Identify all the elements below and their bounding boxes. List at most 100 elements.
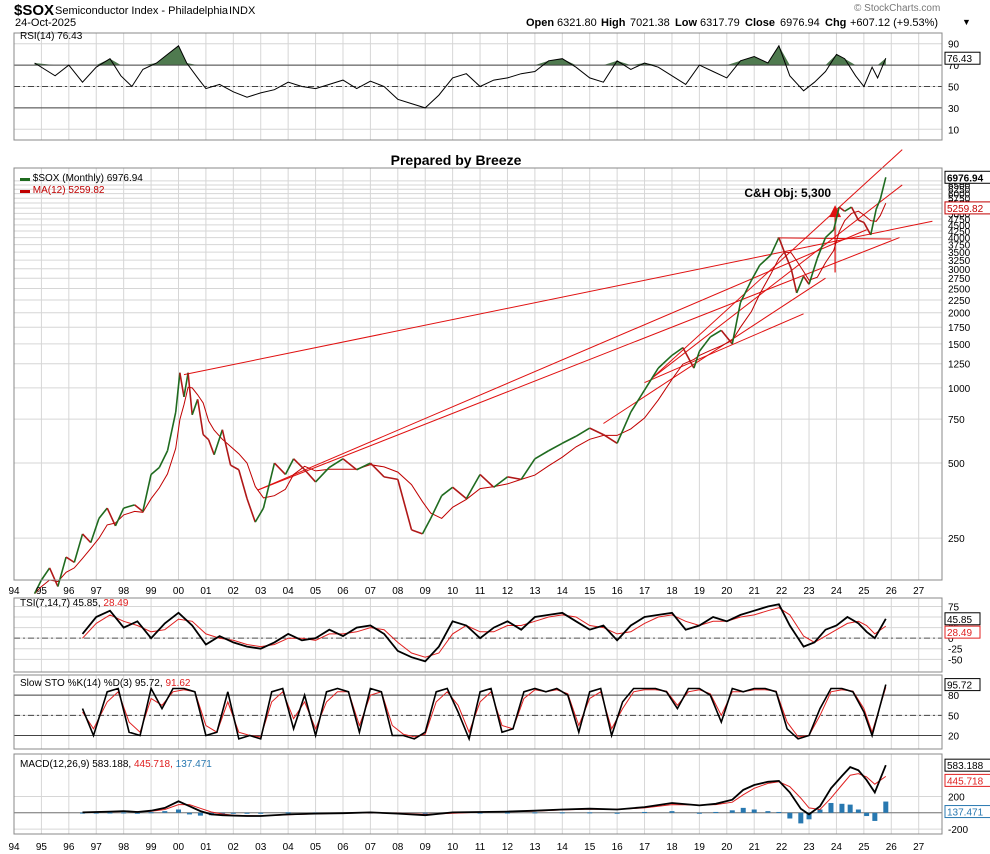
trend-line xyxy=(603,277,826,424)
price-last-value: 6976.94 xyxy=(947,173,984,184)
sto-tick-label: 20 xyxy=(948,732,960,743)
ma-last-value: 5259.82 xyxy=(947,204,984,215)
price-segment xyxy=(824,229,835,239)
x-axis-label: 14 xyxy=(557,586,569,597)
sto-legend-part: Slow STO %K(14) %D(3) 95.72, xyxy=(20,678,165,689)
macd-histogram-bar xyxy=(817,809,823,813)
price-segment xyxy=(709,329,722,338)
open-value: 6321.80 xyxy=(557,17,597,29)
price-tick-label: 4500 xyxy=(948,221,971,232)
price-segment xyxy=(589,427,604,436)
price-segment xyxy=(720,329,733,345)
macd-hist-last-value: 137.471 xyxy=(947,808,984,819)
macd-tick-label: -200 xyxy=(948,825,968,836)
x-axis-label: 26 xyxy=(886,586,898,597)
x-axis-label: 08 xyxy=(392,586,404,597)
macd-histogram-bar xyxy=(669,811,675,813)
price-segment xyxy=(441,486,454,497)
tsi-signal-last-value-box xyxy=(944,625,981,639)
price-segment xyxy=(183,372,189,398)
x-axis-label: 19 xyxy=(694,586,706,597)
price-segment xyxy=(238,469,248,499)
rsi-overbought-fill xyxy=(34,45,886,66)
macd-line xyxy=(82,764,887,817)
x-axis-label: 01 xyxy=(200,586,212,597)
x-axis-label: 22 xyxy=(776,586,788,597)
x-axis-bottom-label: 10 xyxy=(447,842,459,853)
macd-legend-part: 445.718, xyxy=(134,759,176,770)
x-axis-bottom-label: 16 xyxy=(612,842,624,853)
macd-last-value-box xyxy=(944,758,990,772)
macd-histogram-bar xyxy=(477,812,483,814)
price-segment xyxy=(33,579,43,594)
price-segment xyxy=(73,533,84,563)
macd-histogram-bar xyxy=(883,801,889,813)
ma-legend: ▬ MA(12) 5259.82 xyxy=(20,185,105,196)
price-segment xyxy=(383,476,398,481)
price-segment xyxy=(191,399,199,416)
price-segment xyxy=(682,347,695,369)
price-segment xyxy=(207,439,215,455)
rsi-line xyxy=(34,44,887,109)
price-segment xyxy=(616,411,632,444)
price-segment xyxy=(284,458,295,475)
macd-histogram-bar xyxy=(828,802,834,813)
trend-line xyxy=(183,220,933,376)
price-legend-part: $SOX (Monthly) 6976.94 xyxy=(33,173,143,184)
price-panel: 2505007501000125015001750200022502500275… xyxy=(13,149,990,594)
x-axis-bottom-label: 11 xyxy=(475,842,486,853)
sto-frame xyxy=(13,674,943,750)
price-segment xyxy=(81,533,92,544)
ma-legend-part: MA(12) 5259.82 xyxy=(33,185,105,196)
price-tick-label: 4250 xyxy=(948,227,971,238)
price-segment xyxy=(369,462,385,478)
price-tick-label: 3250 xyxy=(948,256,971,267)
tsi-tick-label: 75 xyxy=(948,602,960,613)
price-segment xyxy=(293,458,306,471)
macd-histogram-bar xyxy=(776,811,782,813)
high-label: High xyxy=(601,17,626,29)
macd-histogram-bar xyxy=(559,812,565,814)
macd-signal-line xyxy=(82,773,887,817)
price-segment xyxy=(602,433,618,444)
price-segment xyxy=(657,354,673,369)
x-axis-bottom-label: 98 xyxy=(118,842,130,853)
price-tick-label: 2000 xyxy=(948,309,971,320)
price-segment xyxy=(850,206,860,221)
price-segment xyxy=(114,507,125,527)
price-segment xyxy=(254,507,265,523)
price-tick-label: 1250 xyxy=(948,360,971,371)
high-value: 7021.38 xyxy=(630,17,670,29)
x-axis-label: 18 xyxy=(666,586,678,597)
price-segment xyxy=(844,206,852,212)
price-segment xyxy=(731,302,742,345)
low-value: 6317.79 xyxy=(700,17,740,29)
x-axis-bottom-label: 94 xyxy=(8,842,20,853)
rsi-legend: RSI(14) 76.43 xyxy=(20,31,83,42)
x-axis-label: 98 xyxy=(118,586,130,597)
sto-last-value: 95.72 xyxy=(947,681,972,692)
price-segment xyxy=(98,507,108,519)
tsi-line xyxy=(81,603,887,663)
price-segment xyxy=(57,556,67,587)
x-axis-label: 97 xyxy=(91,586,103,597)
stochastic-panel: 80 50 20 Slow STO %K(14) %D(3) 95.72, 91.62… xyxy=(13,674,981,750)
x-axis-bottom-label: 13 xyxy=(529,842,541,853)
price-tick-label: 4000 xyxy=(948,234,971,245)
macd-signal-last-value-box xyxy=(944,773,990,787)
price-tick-label: 5750 xyxy=(948,194,971,205)
x-axis-label: 95 xyxy=(36,586,48,597)
x-axis-bottom-label: 07 xyxy=(365,842,377,853)
price-ma-line xyxy=(34,202,887,594)
price-segment xyxy=(493,476,508,488)
price-segment xyxy=(202,434,210,441)
collapse-caret-icon[interactable]: ▼ xyxy=(962,17,971,27)
price-segment xyxy=(411,529,423,535)
macd-histogram-bar xyxy=(855,809,861,813)
macd-histogram-bar xyxy=(864,812,870,817)
rsi-tick-label: 70 xyxy=(948,61,960,72)
tsi-tick-label: -50 xyxy=(948,655,963,666)
price-segment xyxy=(262,462,276,509)
